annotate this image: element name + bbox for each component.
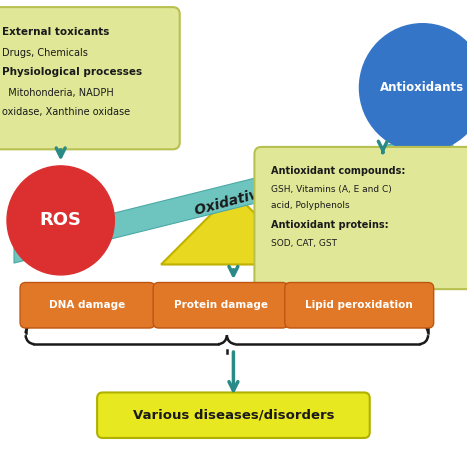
Polygon shape <box>14 129 453 263</box>
Text: Various diseases/disorders: Various diseases/disorders <box>133 409 334 422</box>
Text: DNA damage: DNA damage <box>49 300 126 310</box>
Text: Antioxidants: Antioxidants <box>381 81 465 94</box>
FancyBboxPatch shape <box>20 283 155 328</box>
Text: acid, Polyphenols: acid, Polyphenols <box>271 201 349 210</box>
Text: Oxidative stress: Oxidative stress <box>193 171 320 218</box>
Text: External toxicants: External toxicants <box>2 27 109 37</box>
Text: Lipid peroxidation: Lipid peroxidation <box>305 300 413 310</box>
Text: Drugs, Chemicals: Drugs, Chemicals <box>2 48 88 58</box>
FancyBboxPatch shape <box>255 147 474 289</box>
Text: Mitohonderia, NADPH: Mitohonderia, NADPH <box>2 88 114 98</box>
Text: ROS: ROS <box>40 211 82 229</box>
Circle shape <box>7 166 114 275</box>
Text: Protein damage: Protein damage <box>173 300 268 310</box>
Circle shape <box>359 24 474 152</box>
FancyBboxPatch shape <box>97 392 370 438</box>
Text: Antioxidant proteins:: Antioxidant proteins: <box>271 220 388 230</box>
Text: oxidase, Xanthine oxidase: oxidase, Xanthine oxidase <box>2 107 130 117</box>
Text: SOD, CAT, GST: SOD, CAT, GST <box>271 239 337 248</box>
Text: GSH, Vitamins (A, E and C): GSH, Vitamins (A, E and C) <box>271 185 392 194</box>
Text: Antioxidant compounds:: Antioxidant compounds: <box>271 166 405 176</box>
Text: Physiological processes: Physiological processes <box>2 67 143 77</box>
Polygon shape <box>161 192 306 264</box>
FancyBboxPatch shape <box>285 283 434 328</box>
FancyBboxPatch shape <box>153 283 288 328</box>
FancyBboxPatch shape <box>0 7 180 149</box>
